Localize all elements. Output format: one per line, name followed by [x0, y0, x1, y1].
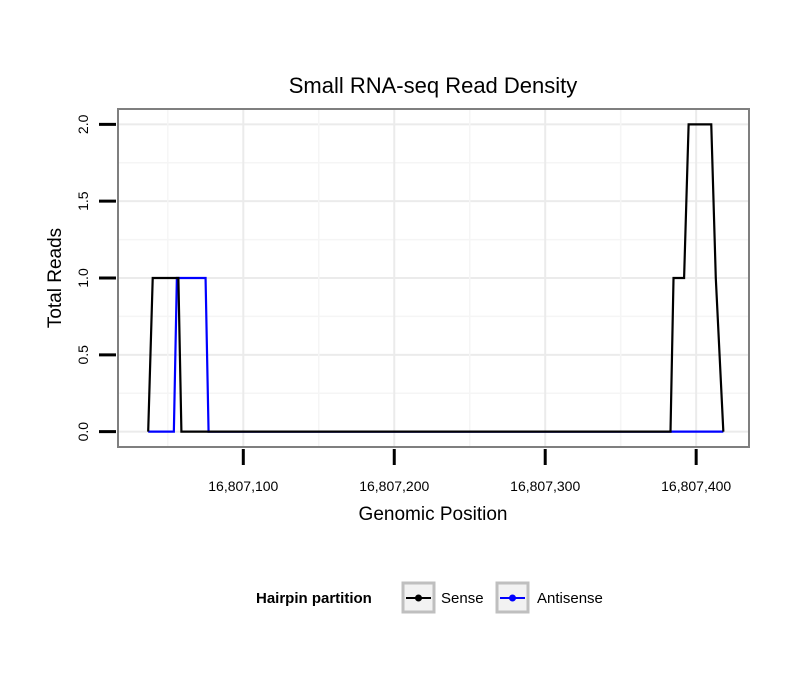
y-tick-label-4: 2.0	[75, 114, 91, 134]
chart-title: Small RNA-seq Read Density	[289, 73, 578, 98]
legend-label-sense: Sense	[441, 590, 484, 607]
legend-label-antisense: Antisense	[537, 590, 603, 607]
legend-item-antisense[interactable]: Antisense	[495, 581, 603, 614]
plot-panel-border	[117, 108, 750, 448]
x-tick-label-0: 16,807,100	[208, 478, 278, 494]
legend-item-sense[interactable]: Sense	[401, 581, 484, 614]
legend-title: Hairpin partition	[256, 590, 372, 607]
legend-point-sense	[415, 594, 422, 602]
x-tick-label-3: 16,807,400	[661, 478, 731, 494]
y-tick-label-0: 0.0	[75, 422, 91, 442]
y-tick-label-2: 1.0	[75, 268, 91, 288]
x-axis-title: Genomic Position	[359, 504, 508, 525]
y-tick-label-1: 0.5	[75, 345, 91, 365]
legend: Hairpin partition Sense Antisense	[256, 581, 603, 614]
legend-point-antisense	[509, 594, 516, 602]
x-tick-label-1: 16,807,200	[359, 478, 429, 494]
y-axis-title: Total Reads	[45, 228, 66, 328]
y-axis: 0.0 0.5 1.0 1.5 2.0	[75, 114, 116, 441]
series-line-antisense	[148, 276, 724, 433]
y-tick-label-3: 1.5	[75, 191, 91, 211]
gridlines	[118, 109, 749, 447]
series-layer	[147, 123, 725, 433]
x-tick-label-2: 16,807,300	[510, 478, 580, 494]
x-axis: 16,807,100 16,807,200 16,807,300 16,807,400	[208, 449, 731, 494]
series-line-sense	[147, 123, 725, 433]
